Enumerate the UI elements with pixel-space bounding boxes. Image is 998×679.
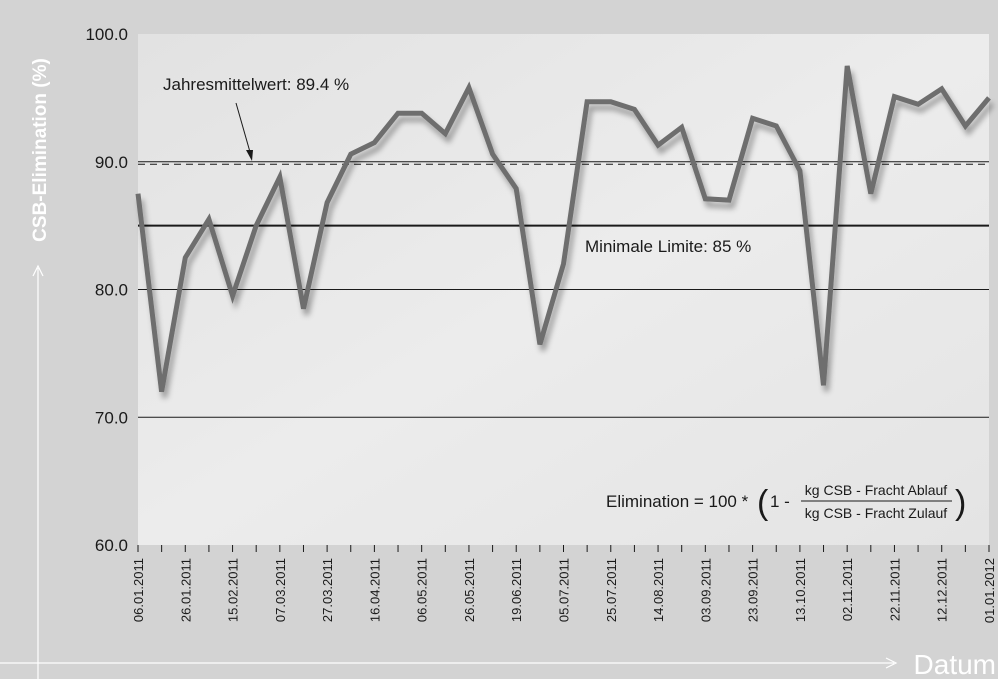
mean-annotation-arrow: [235, 102, 253, 161]
x-tick-label: 01.01.2012: [982, 558, 997, 623]
x-axis-arrow: [0, 657, 898, 669]
x-tick-label: 25.07.2011: [604, 558, 619, 622]
formula-denominator: kg CSB - Fracht Zulauf: [805, 505, 947, 521]
y-tick-label: 60.0: [95, 536, 128, 555]
x-tick-label: 15.02.2011: [226, 558, 241, 622]
x-tick-label: 27.03.2011: [320, 558, 335, 622]
x-tick-label: 12.12.2011: [935, 558, 950, 622]
x-tick-label: 07.03.2011: [273, 558, 288, 622]
y-tick-label: 90.0: [95, 153, 128, 172]
x-tick-label: 26.05.2011: [462, 558, 477, 622]
elimination-formula: Elimination = 100 * ( 1 - kg CSB - Frach…: [606, 482, 966, 522]
x-tick-label: 22.11.2011: [887, 558, 902, 621]
limit-annotation-label: Minimale Limite: 85 %: [585, 237, 751, 256]
x-tick-label: 14.08.2011: [651, 558, 666, 622]
y-tick-label: 100.0: [85, 25, 128, 44]
formula-lhs: Elimination = 100 *: [606, 492, 749, 511]
x-tick-label: 06.01.2011: [131, 558, 146, 622]
x-tick-label: 16.04.2011: [367, 558, 382, 622]
formula-close-paren: ): [955, 484, 966, 522]
formula-one-minus: 1 -: [770, 492, 790, 511]
x-tick-label: 06.05.2011: [415, 558, 430, 622]
formula-open-paren: (: [757, 484, 769, 522]
y-tick-label: 80.0: [95, 281, 128, 300]
y-axis-title: CSB-Elimination (%): [30, 58, 51, 242]
x-tick-label: 05.07.2011: [557, 558, 572, 622]
x-tick-label: 02.11.2011: [840, 558, 855, 621]
reference-lines: [138, 163, 989, 227]
x-tick-labels: 06.01.2011 26.01.2011 15.02.2011 07.03.2011…: [131, 558, 997, 623]
y-axis-arrow: [32, 264, 44, 679]
x-tick-label: 13.10.2011: [793, 558, 808, 622]
y-tick-label: 70.0: [95, 408, 128, 427]
grid-lines: [137, 161, 990, 552]
x-tick-label: 19.06.2011: [509, 558, 524, 622]
formula-numerator: kg CSB - Fracht Ablauf: [805, 482, 948, 498]
series-line: [135, 65, 991, 393]
x-tick-label: 03.09.2011: [698, 558, 713, 622]
x-axis-title: Datum: [914, 649, 996, 679]
x-tick-label: 23.09.2011: [746, 558, 761, 622]
series-line-group: [135, 65, 991, 393]
y-tick-labels: 100.0 90.0 80.0 70.0 60.0: [85, 25, 128, 555]
x-tick-label: 26.01.2011: [178, 558, 193, 622]
mean-annotation-label: Jahresmittelwert: 89.4 %: [163, 75, 349, 94]
